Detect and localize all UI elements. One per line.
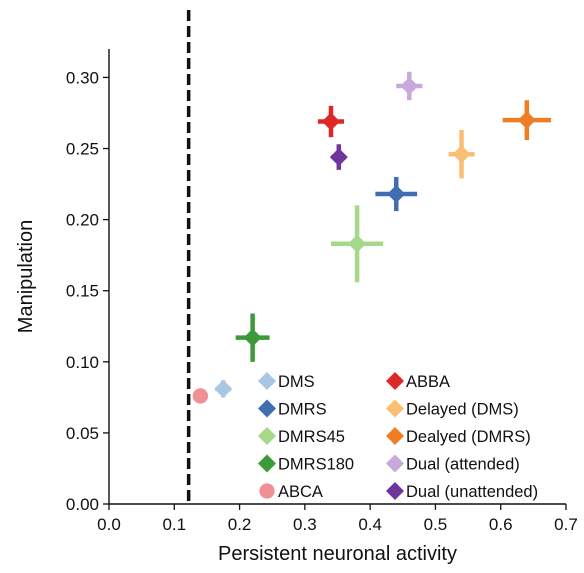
legend-label: Delayed (DMS) <box>406 401 519 419</box>
legend-marker <box>386 427 404 445</box>
y-tick-label: 0.10 <box>66 353 99 372</box>
legend-label: ABBA <box>406 373 450 391</box>
y-axis-title: Manipulation <box>15 220 37 333</box>
legend-item-dual-unattended: Dual (unattended) <box>386 482 538 501</box>
data-marker <box>329 148 348 167</box>
legend: DMS DMRS DMRS45 DMRS180 ABCA ABBA Delayed (DMS… <box>258 372 538 501</box>
x-axis-title: Persistent neuronal activity <box>218 543 457 565</box>
point-dmrs45 <box>330 205 384 283</box>
legend-marker <box>386 372 404 390</box>
point-dual-attended <box>396 71 423 101</box>
data-marker <box>452 145 471 164</box>
data-marker <box>400 76 419 95</box>
x-tick-label: 0.5 <box>424 515 448 534</box>
y-tick-label: 0.20 <box>66 211 99 230</box>
data-marker <box>321 112 340 131</box>
legend-label: DMRS180 <box>278 456 354 474</box>
y-tick-label: 0.15 <box>66 282 99 301</box>
point-delayed-dms <box>448 130 475 179</box>
data-marker <box>348 234 367 253</box>
legend-label: DMRS <box>278 401 327 419</box>
legend-item-abba: ABBA <box>386 372 450 391</box>
legend-marker <box>386 454 404 473</box>
point-dmrs180 <box>235 313 270 362</box>
data-marker <box>517 111 536 130</box>
point-abca <box>192 388 209 404</box>
data-marker <box>243 328 262 347</box>
legend-label: Dealyed (DMRS) <box>406 428 531 446</box>
y-tick-label: 0.30 <box>66 68 99 87</box>
point-dmrs <box>375 176 418 212</box>
legend-marker <box>258 399 276 418</box>
x-tick-label: 0.1 <box>162 515 186 534</box>
y-tick-label: 0.05 <box>66 424 99 443</box>
data-marker <box>214 379 233 398</box>
legend-marker <box>258 427 276 445</box>
legend-item-dmrs45: DMRS45 <box>258 427 345 446</box>
legend-item-dms: DMS <box>258 372 315 391</box>
legend-label: DMS <box>278 373 315 391</box>
legend-item-dmrs180: DMRS180 <box>258 454 354 474</box>
legend-marker <box>386 482 404 500</box>
legend-item-dmrs: DMRS <box>258 399 327 419</box>
legend-marker <box>259 483 275 499</box>
legend-item-delayed-dms: Delayed (DMS) <box>386 399 519 419</box>
legend-item-abca: ABCA <box>259 483 323 501</box>
data-marker <box>387 185 406 204</box>
point-dealyed-dmrs <box>502 100 551 140</box>
legend-label: DMRS45 <box>278 428 345 446</box>
legend-marker <box>386 399 404 418</box>
x-tick-label: 0.6 <box>489 515 513 534</box>
point-abba <box>317 105 345 138</box>
legend-marker <box>258 372 276 390</box>
axes <box>108 49 566 505</box>
x-tick-label: 0.7 <box>554 515 578 534</box>
y-tick-label: 0.00 <box>66 495 99 514</box>
point-dms <box>214 379 233 398</box>
point-dual-unattended <box>329 144 348 170</box>
x-tick-label: 0.3 <box>293 515 317 534</box>
legend-marker <box>258 454 276 473</box>
legend-item-dual-attended: Dual (attended) <box>386 454 520 474</box>
legend-item-dealyed-dmrs: Dealyed (DMRS) <box>386 427 531 446</box>
data-marker <box>192 388 209 404</box>
y-tick-label: 0.25 <box>66 140 99 159</box>
legend-label: Dual (attended) <box>406 456 520 474</box>
x-tick-label: 0.0 <box>97 515 121 534</box>
legend-label: ABCA <box>278 483 323 501</box>
x-tick-label: 0.4 <box>358 515 382 534</box>
legend-label: Dual (unattended) <box>406 483 538 501</box>
x-tick-label: 0.2 <box>228 515 252 534</box>
